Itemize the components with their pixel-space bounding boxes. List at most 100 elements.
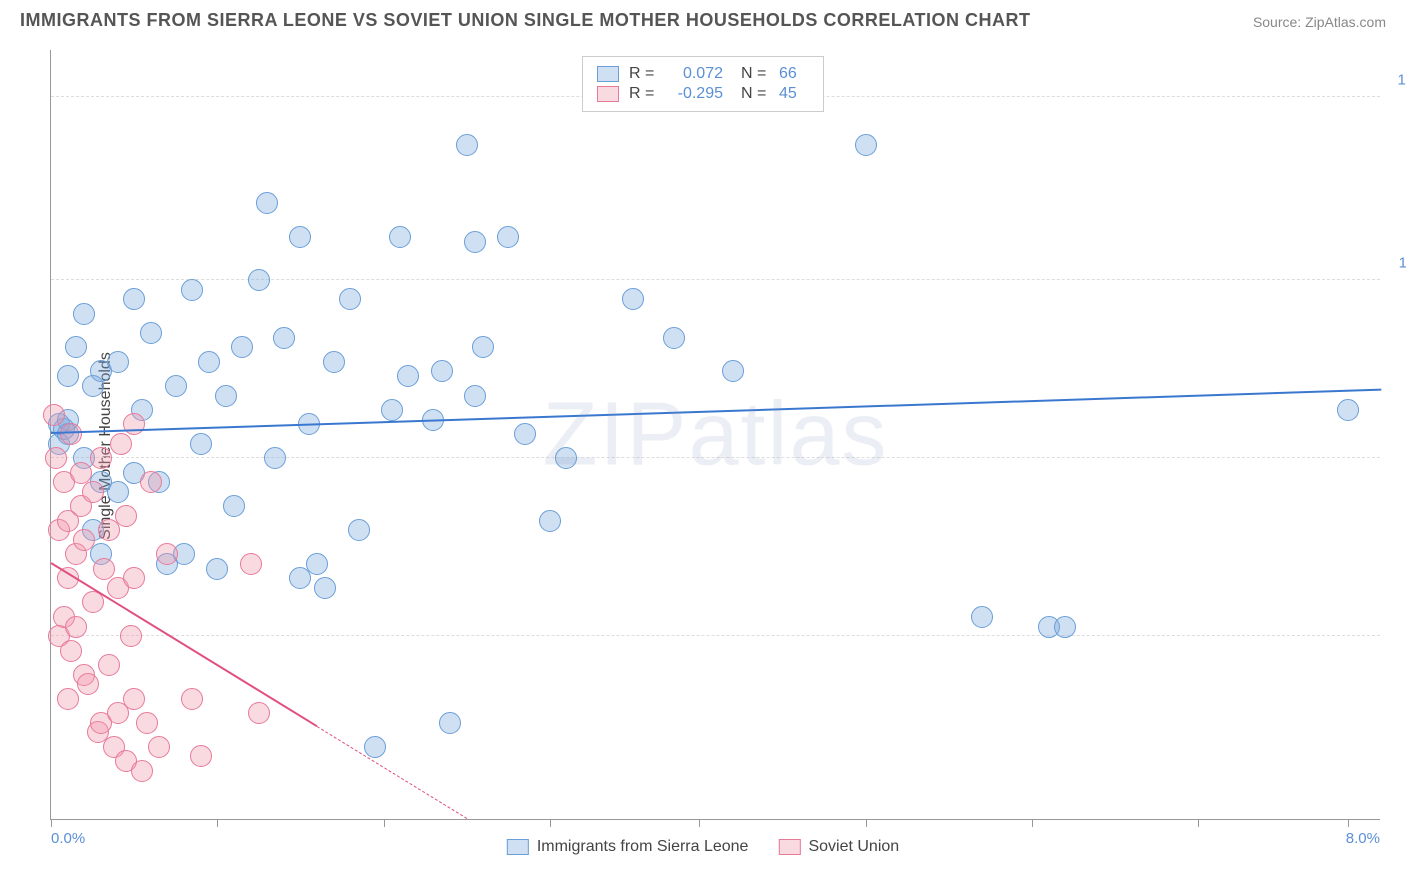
data-point (123, 567, 145, 589)
data-point (140, 322, 162, 344)
data-point (181, 279, 203, 301)
data-point (381, 399, 403, 421)
chart-container: IMMIGRANTS FROM SIERRA LEONE VS SOVIET U… (0, 0, 1406, 892)
n-value: 66 (779, 65, 809, 83)
data-point (110, 433, 132, 455)
data-point (323, 351, 345, 373)
data-point (65, 616, 87, 638)
legend-row: R =-0.295N =45 (597, 85, 809, 103)
data-point (115, 505, 137, 527)
legend-row: R = 0.072 N = 66 (597, 65, 809, 83)
x-tick (550, 819, 551, 827)
data-point (57, 365, 79, 387)
data-point (456, 134, 478, 156)
data-point (431, 360, 453, 382)
data-point (223, 495, 245, 517)
gridline (51, 457, 1380, 458)
data-point (364, 736, 386, 758)
regression-line (317, 726, 467, 819)
data-point (165, 375, 187, 397)
data-point (555, 447, 577, 469)
data-point (722, 360, 744, 382)
data-point (82, 481, 104, 503)
y-tick-label: 15.0% (1397, 72, 1406, 89)
series-legend: Immigrants from Sierra Leone Soviet Union (507, 838, 899, 856)
legend-label: Immigrants from Sierra Leone (537, 838, 749, 855)
data-point (140, 471, 162, 493)
data-point (93, 558, 115, 580)
data-point (397, 365, 419, 387)
data-point (855, 134, 877, 156)
data-point (1054, 616, 1076, 638)
data-point (339, 288, 361, 310)
data-point (131, 760, 153, 782)
data-point (123, 288, 145, 310)
data-point (136, 712, 158, 734)
legend-item: Immigrants from Sierra Leone (507, 838, 749, 856)
x-tick (217, 819, 218, 827)
data-point (464, 385, 486, 407)
data-point (622, 288, 644, 310)
data-point (971, 606, 993, 628)
x-axis-max-label: 8.0% (1346, 830, 1380, 847)
data-point (198, 351, 220, 373)
gridline (51, 635, 1380, 636)
data-point (497, 226, 519, 248)
watermark: ZIPatlas (542, 383, 888, 486)
data-point (273, 327, 295, 349)
data-point (514, 423, 536, 445)
data-point (190, 745, 212, 767)
legend-label: Soviet Union (808, 838, 899, 855)
r-value: -0.295 (667, 85, 723, 103)
data-point (73, 529, 95, 551)
data-point (348, 519, 370, 541)
data-point (107, 351, 129, 373)
legend-swatch (507, 839, 529, 855)
data-point (90, 447, 112, 469)
data-point (248, 702, 270, 724)
data-point (464, 231, 486, 253)
data-point (148, 736, 170, 758)
data-point (663, 327, 685, 349)
data-point (60, 423, 82, 445)
regression-line (51, 389, 1381, 434)
data-point (98, 654, 120, 676)
data-point (77, 673, 99, 695)
x-tick (1032, 819, 1033, 827)
data-point (181, 688, 203, 710)
data-point (264, 447, 286, 469)
r-label: R = (629, 65, 657, 83)
n-label: N = (741, 65, 769, 83)
chart-title: IMMIGRANTS FROM SIERRA LEONE VS SOVIET U… (20, 10, 1031, 31)
data-point (45, 447, 67, 469)
data-point (215, 385, 237, 407)
data-point (123, 688, 145, 710)
legend-swatch (597, 66, 619, 82)
x-axis-min-label: 0.0% (51, 830, 85, 847)
plot-area: ZIPatlas 3.8%7.5%11.2%15.0%0.0%8.0% (50, 50, 1380, 820)
x-tick (51, 819, 52, 827)
data-point (123, 413, 145, 435)
source-attribution: Source: ZipAtlas.com (1253, 14, 1386, 30)
data-point (43, 404, 65, 426)
x-tick (1348, 819, 1349, 827)
x-tick (1198, 819, 1199, 827)
correlation-legend: R =0.072N =66R =-0.295N =45 (582, 56, 824, 112)
legend-item: Soviet Union (778, 838, 899, 856)
data-point (231, 336, 253, 358)
data-point (306, 553, 328, 575)
x-tick (866, 819, 867, 827)
legend-swatch (597, 86, 619, 102)
data-point (190, 433, 212, 455)
data-point (206, 558, 228, 580)
data-point (60, 640, 82, 662)
data-point (439, 712, 461, 734)
data-point (240, 553, 262, 575)
n-label: N = (741, 85, 769, 103)
data-point (314, 577, 336, 599)
x-tick (384, 819, 385, 827)
data-point (1337, 399, 1359, 421)
r-value: 0.072 (667, 65, 723, 83)
x-tick (699, 819, 700, 827)
data-point (107, 481, 129, 503)
